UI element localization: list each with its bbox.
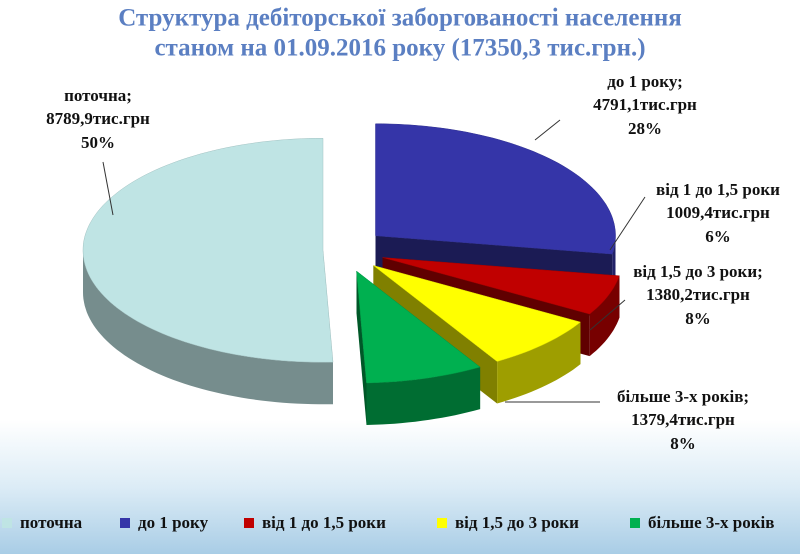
leader-line — [102, 161, 114, 216]
callout-name: більше 3-х років; — [617, 387, 749, 406]
callouts: поточна; 8789,9тис.грн 50% до 1 року; 4791,1… — [46, 72, 780, 453]
slice-side — [83, 250, 333, 405]
legend-swatch — [630, 518, 640, 528]
slice-side — [589, 275, 620, 357]
slice-side — [366, 367, 481, 425]
legend-label: поточна — [20, 513, 83, 532]
callout-name: від 1,5 до 3 роки; — [633, 262, 763, 281]
slice — [82, 138, 334, 363]
callout-value: 4791,1тис.грн — [593, 95, 697, 114]
slice — [375, 123, 616, 255]
callout-name: поточна; — [64, 86, 132, 105]
callout-percent: 8% — [685, 309, 711, 328]
legend-label: від 1 до 1,5 роки — [262, 513, 386, 532]
callout-value: 1380,2тис.грн — [646, 285, 750, 304]
pie — [82, 123, 620, 425]
chart-title: станом на 01.09.2016 року (17350,3 тис.г… — [154, 35, 645, 62]
background-water — [0, 420, 800, 554]
callout-percent: 8% — [670, 434, 696, 453]
chart-title: Структура дебіторської заборгованості на… — [118, 5, 682, 32]
slice — [382, 257, 620, 315]
callout-percent: 6% — [705, 227, 731, 246]
callout-value: 8789,9тис.грн — [46, 109, 150, 128]
callout-percent: 28% — [628, 119, 662, 138]
callout-name: до 1 року; — [607, 72, 683, 91]
legend-label: до 1 року — [138, 513, 209, 532]
legend-label: більше 3-х років — [648, 513, 774, 532]
legend-swatch — [120, 518, 130, 528]
legend-swatch — [244, 518, 254, 528]
leader-line — [589, 299, 626, 331]
legend-swatch — [437, 518, 447, 528]
callout-value: 1009,4тис.грн — [666, 203, 770, 222]
callout-percent: 50% — [81, 133, 115, 152]
leader-line — [609, 196, 646, 251]
slice — [373, 265, 582, 362]
slice — [356, 270, 481, 384]
slice-side — [497, 322, 581, 404]
legend-swatch — [2, 518, 12, 528]
callout-name: від 1 до 1,5 роки — [656, 180, 780, 199]
slice-side — [356, 271, 367, 425]
legend: поточна до 1 року від 1 до 1,5 роки від 1,5… — [2, 513, 774, 532]
callout-value: 1379,4тис.грн — [631, 410, 735, 429]
leader-line — [534, 119, 561, 141]
legend-label: від 1,5 до 3 роки — [455, 513, 579, 532]
